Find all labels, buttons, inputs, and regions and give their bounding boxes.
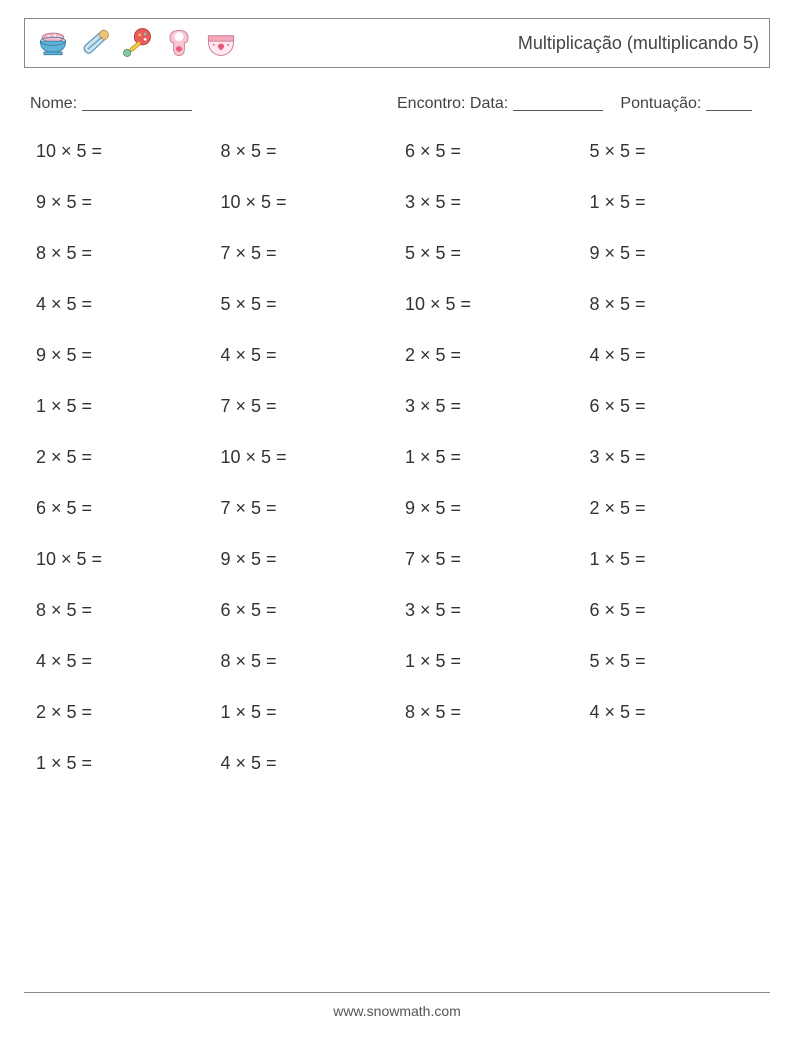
problem-cell: 4 × 5 = [221,753,396,774]
problem-cell: 7 × 5 = [405,549,580,570]
meta-row: Nome: Encontro: Data: Pontuação: [24,92,770,113]
problem-cell: 10 × 5 = [36,141,211,162]
rattle-icon [119,25,155,61]
problem-cell: 6 × 5 = [590,600,765,621]
problem-cell: 9 × 5 = [36,345,211,366]
header-box: Multiplicação (multiplicando 5) [24,18,770,68]
problem-cell: 5 × 5 = [405,243,580,264]
problem-cell: 4 × 5 = [590,345,765,366]
problem-cell: 8 × 5 = [221,141,396,162]
problem-cell: 8 × 5 = [590,294,765,315]
safety-pin-icon [77,25,113,61]
problem-cell: 2 × 5 = [590,498,765,519]
problem-cell: 3 × 5 = [405,396,580,417]
bib-icon [161,25,197,61]
problem-cell: 5 × 5 = [590,651,765,672]
problem-cell: 7 × 5 = [221,396,396,417]
problem-cell: 3 × 5 = [405,192,580,213]
meta-name: Nome: [30,92,397,113]
problem-cell: 6 × 5 = [221,600,396,621]
problem-cell: 10 × 5 = [221,447,396,468]
footer-divider [24,992,770,993]
problem-cell: 5 × 5 = [221,294,396,315]
problem-cell: 4 × 5 = [590,702,765,723]
diaper-icon [203,25,239,61]
problem-cell: 6 × 5 = [590,396,765,417]
problem-cell: 9 × 5 = [590,243,765,264]
problem-cell: 1 × 5 = [405,447,580,468]
score-blank[interactable] [706,95,752,111]
problem-cell: 7 × 5 = [221,498,396,519]
problem-cell: 6 × 5 = [405,141,580,162]
bowl-icon [35,25,71,61]
problem-cell: 1 × 5 = [221,702,396,723]
name-blank[interactable] [82,95,192,111]
problem-cell: 10 × 5 = [221,192,396,213]
problem-cell: 8 × 5 = [36,243,211,264]
problem-cell: 10 × 5 = [405,294,580,315]
problem-cell: 3 × 5 = [405,600,580,621]
problem-cell: 2 × 5 = [405,345,580,366]
problem-cell: 10 × 5 = [36,549,211,570]
footer: www.snowmath.com [0,992,794,1019]
problem-cell: 8 × 5 = [405,702,580,723]
problem-cell: 1 × 5 = [590,549,765,570]
problem-cell: 9 × 5 = [405,498,580,519]
meta-right: Encontro: Data: Pontuação: [397,92,764,113]
problem-cell: 3 × 5 = [590,447,765,468]
problem-cell: 4 × 5 = [221,345,396,366]
problem-cell: 1 × 5 = [36,396,211,417]
problem-cell: 1 × 5 = [36,753,211,774]
header-icons [35,25,239,61]
problem-cell: 6 × 5 = [36,498,211,519]
encontro-label: Encontro: Data: [397,95,508,112]
problem-cell: 4 × 5 = [36,294,211,315]
problem-cell: 2 × 5 = [36,447,211,468]
problem-cell: 1 × 5 = [590,192,765,213]
problems-grid: 10 × 5 = 8 × 5 = 6 × 5 = 5 × 5 = 9 × 5 = 10 ×… [24,141,770,774]
worksheet-page: Multiplicação (multiplicando 5) Nome: En… [0,0,794,792]
problem-cell: 9 × 5 = [36,192,211,213]
footer-url: www.snowmath.com [0,1003,794,1019]
date-blank[interactable] [513,95,603,111]
problem-cell: 8 × 5 = [36,600,211,621]
problem-cell: 4 × 5 = [36,651,211,672]
problem-cell: 8 × 5 = [221,651,396,672]
problem-cell: 5 × 5 = [590,141,765,162]
worksheet-title: Multiplicação (multiplicando 5) [518,33,759,54]
score-label: Pontuação: [620,95,701,112]
problem-cell: 2 × 5 = [36,702,211,723]
name-label: Nome: [30,95,77,112]
problem-cell: 1 × 5 = [405,651,580,672]
problem-cell: 7 × 5 = [221,243,396,264]
problem-cell: 9 × 5 = [221,549,396,570]
